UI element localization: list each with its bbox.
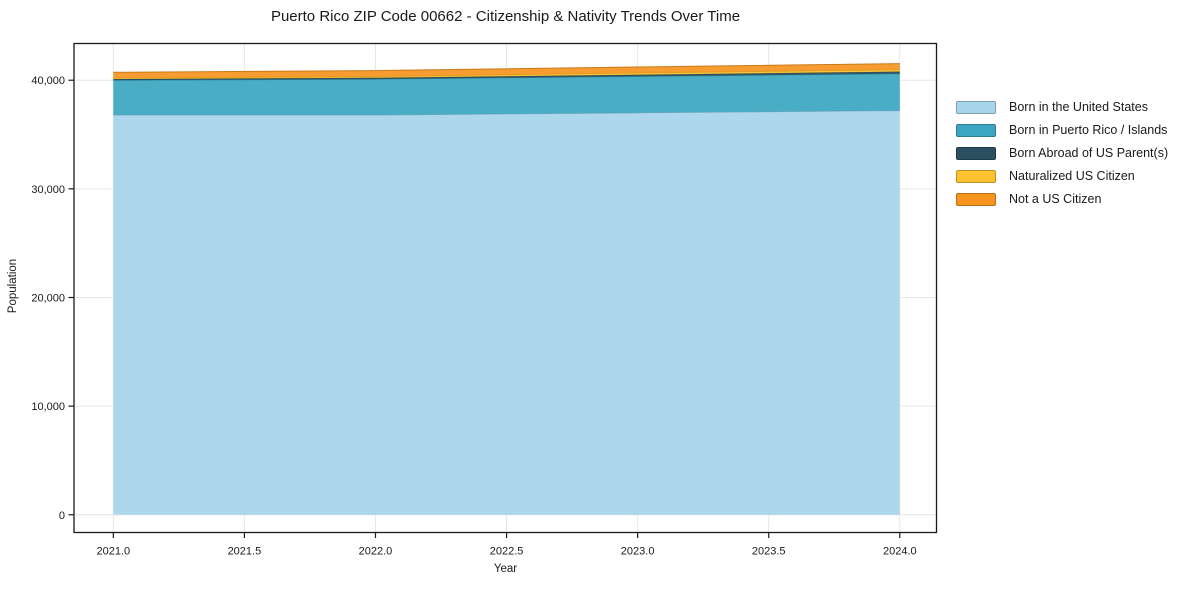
x-tick-label: 2021.0 — [96, 546, 130, 558]
area-band-born-abroad-of-us-parent-s — [113, 71, 900, 81]
y-tick-label: 30,000 — [31, 184, 65, 196]
plot-border — [73, 42, 938, 534]
legend-swatch — [956, 100, 996, 114]
y-axis-label: Population — [7, 258, 19, 314]
legend-label: Born Abroad of US Parent(s) — [1009, 146, 1169, 160]
x-tick-label: 2023.0 — [621, 546, 655, 558]
x-tick-label: 2023.5 — [752, 546, 786, 558]
y-tick-label: 20,000 — [31, 293, 65, 305]
area-band-not-a-us-citizen — [113, 63, 900, 78]
legend-item-born-in-the-united-states: Born in the United States — [956, 100, 1168, 114]
legend-swatch — [956, 146, 996, 160]
legend-item-naturalized-us-citizen: Naturalized US Citizen — [956, 169, 1168, 183]
legend-label: Born in Puerto Rico / Islands — [1009, 123, 1168, 137]
legend-label: Not a US Citizen — [1009, 192, 1102, 206]
y-tick-label: 10,000 — [31, 401, 65, 413]
band-edge-not-a-us-citizen — [113, 63, 900, 73]
legend-label: Naturalized US Citizen — [1009, 169, 1135, 183]
x-tick-label: 2022.0 — [359, 546, 393, 558]
y-tick-label: 40,000 — [31, 75, 65, 87]
legend: Born in the United States Born in Puerto … — [956, 100, 1168, 206]
legend-label: Born in the United States — [1009, 100, 1148, 114]
x-tick-label: 2021.5 — [228, 546, 262, 558]
legend-swatch — [956, 192, 996, 206]
x-tick-label: 2022.5 — [490, 546, 524, 558]
legend-item-born-in-puerto-rico-islands: Born in Puerto Rico / Islands — [956, 123, 1168, 137]
area-band-born-in-the-united-states — [113, 110, 900, 515]
legend-item-not-a-us-citizen: Not a US Citizen — [956, 192, 1168, 206]
chart-title: Puerto Rico ZIP Code 00662 - Citizenship… — [270, 8, 741, 25]
legend-swatch — [956, 123, 996, 137]
x-tick-label: 2024.0 — [883, 546, 917, 558]
area-band-naturalized-us-citizen — [113, 69, 900, 80]
area-band-born-in-puerto-rico-islands — [113, 73, 900, 115]
legend-swatch — [956, 169, 996, 183]
legend-item-born-abroad-of-us-parent-s: Born Abroad of US Parent(s) — [956, 146, 1168, 160]
y-tick-label: 0 — [59, 510, 65, 522]
x-axis-label: Year — [493, 563, 518, 575]
